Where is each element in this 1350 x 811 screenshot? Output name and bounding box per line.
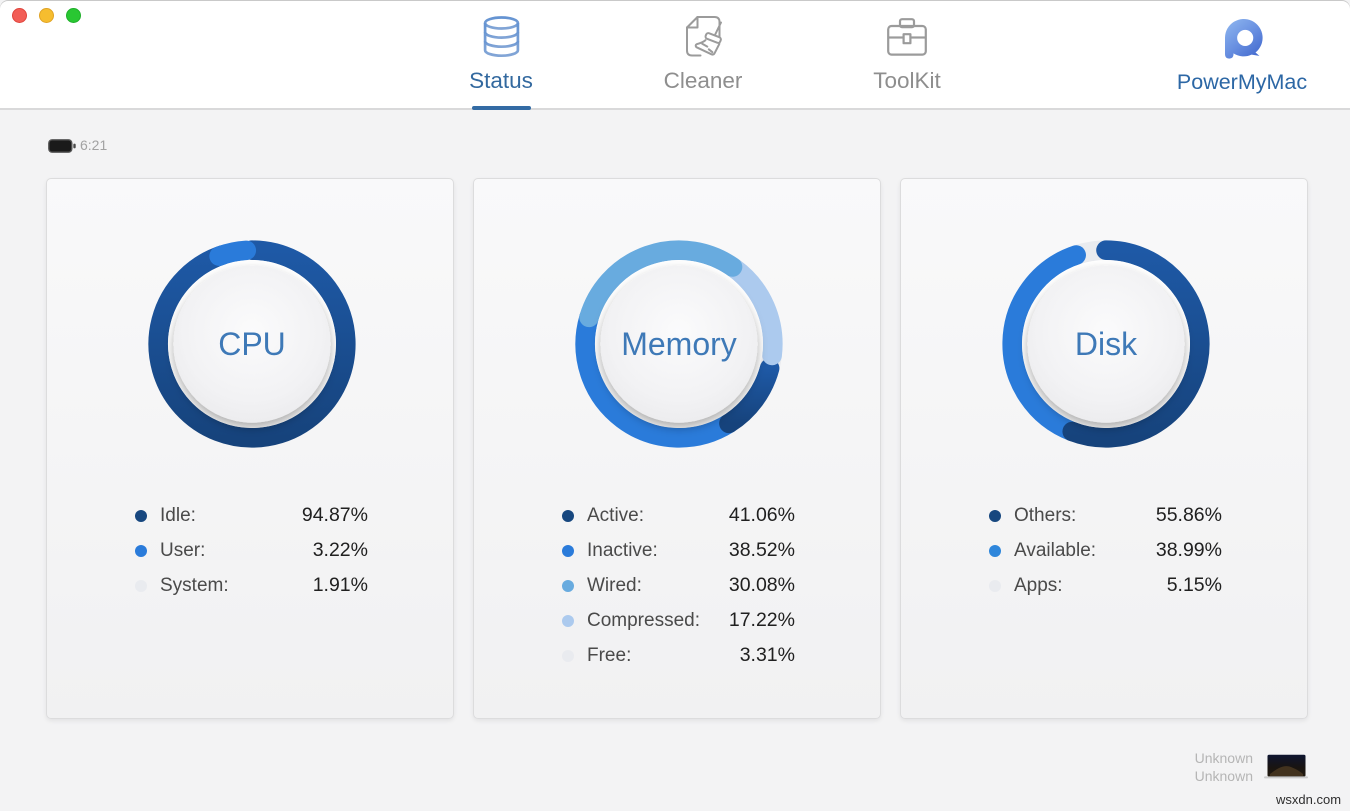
svg-text:CPU: CPU <box>218 326 286 362</box>
svg-text:Memory: Memory <box>621 326 737 362</box>
svg-text:Disk: Disk <box>1075 326 1138 362</box>
